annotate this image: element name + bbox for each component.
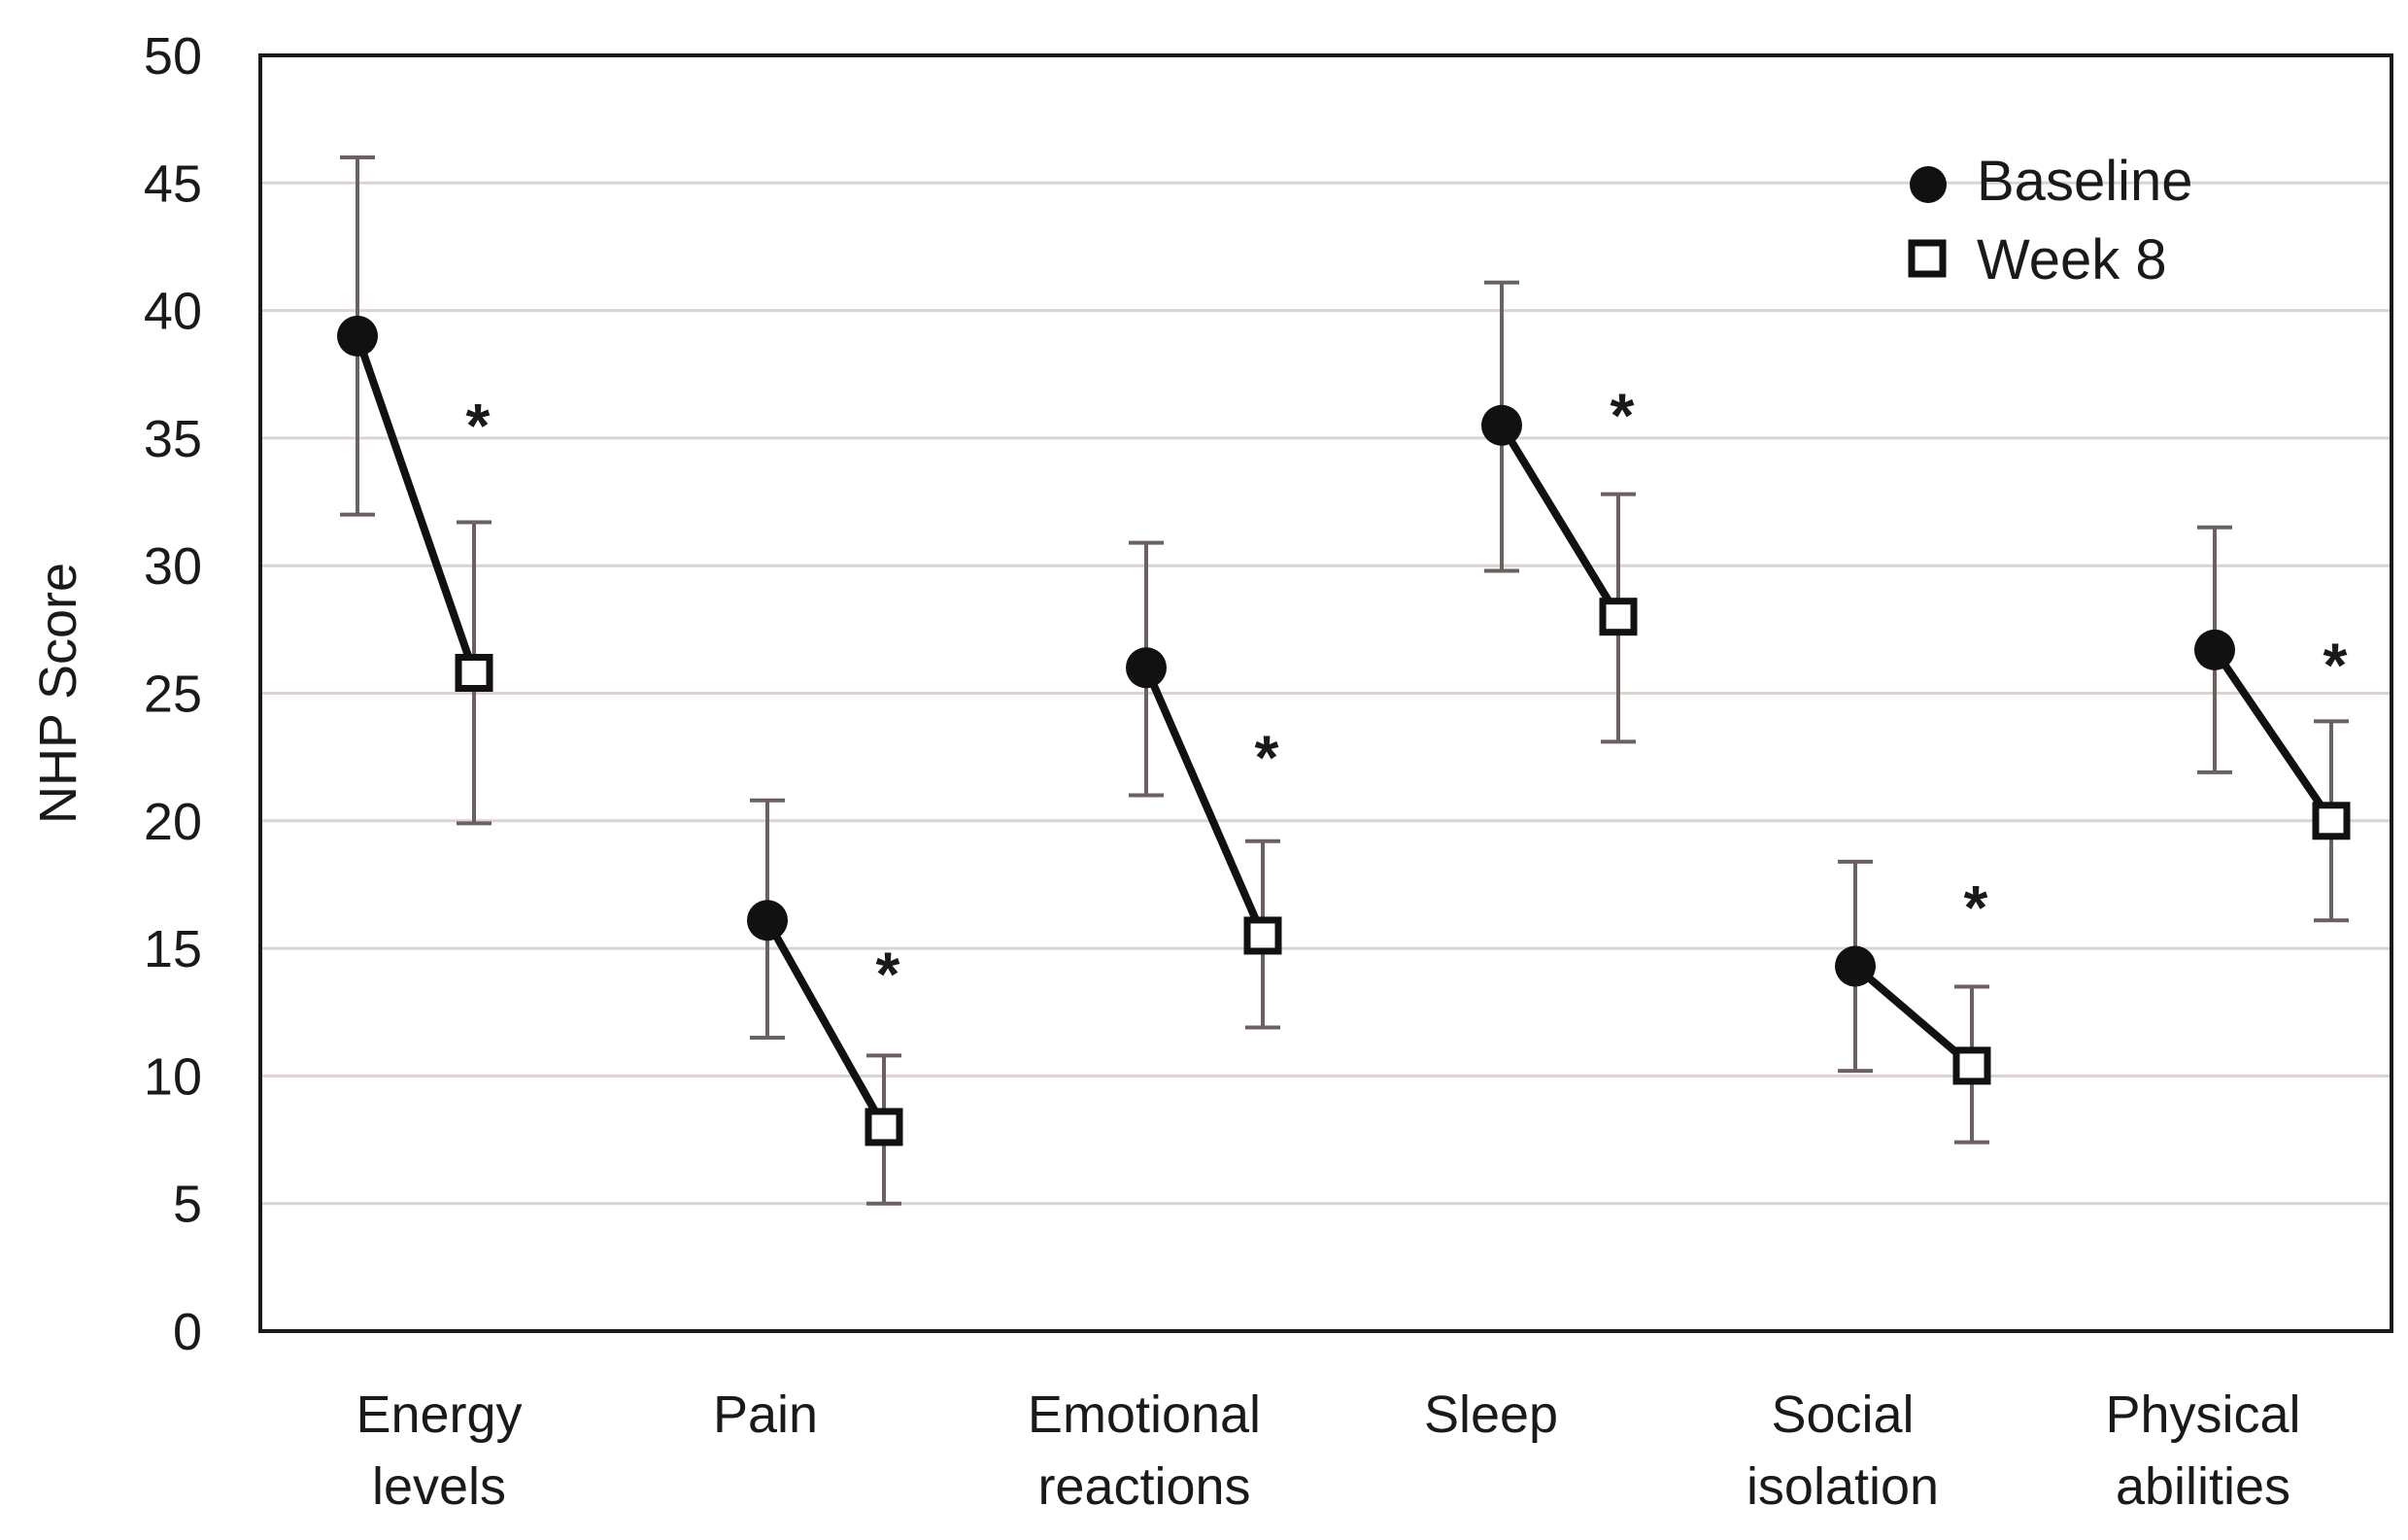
significance-asterisk: *: [1964, 873, 1988, 942]
baseline-point: [1126, 647, 1167, 689]
legend-week8-marker: [1908, 239, 1947, 278]
connector-line: [763, 918, 888, 1129]
connector-line: [1498, 423, 1622, 619]
connector-line: [1852, 963, 1975, 1069]
y-tick-label: 5: [173, 1176, 202, 1234]
baseline-point: [747, 900, 788, 941]
baseline-point: [1481, 404, 1522, 446]
week8-point: [455, 653, 493, 692]
legend-baseline-marker: [1910, 166, 1947, 203]
baseline-point: [337, 315, 378, 357]
connector-line: [2211, 647, 2335, 824]
week8-point: [1952, 1046, 1991, 1085]
category-label: isolation: [1747, 1457, 1939, 1516]
category-label: Physical: [2105, 1386, 2300, 1444]
y-tick-label: 50: [144, 27, 202, 86]
week8-point: [865, 1108, 903, 1146]
category-label: Pain: [713, 1386, 818, 1444]
week8-point: [2312, 802, 2351, 840]
week8-point: [1243, 916, 1282, 955]
connector-line: [354, 334, 478, 674]
category-label: Emotional: [1028, 1386, 1261, 1444]
legend-baseline-label: Baseline: [1977, 150, 2192, 213]
y-tick-label: 10: [144, 1047, 202, 1106]
y-tick-label: 0: [173, 1303, 202, 1361]
category-label: reactions: [1037, 1457, 1250, 1516]
category-label: Sleep: [1424, 1386, 1558, 1444]
y-tick-label: 30: [144, 537, 202, 596]
category-label: Social: [1771, 1386, 1914, 1444]
significance-asterisk: *: [466, 391, 491, 461]
y-tick-label: 45: [144, 154, 202, 213]
baseline-point: [2194, 629, 2235, 670]
y-tick-label: 20: [144, 793, 202, 851]
y-tick-label: 25: [144, 666, 202, 724]
significance-asterisk: *: [2323, 631, 2348, 701]
connector-line: [1142, 666, 1267, 938]
plot-area-border: [258, 53, 2393, 1333]
week8-point: [1599, 598, 1638, 636]
y-axis-title: NHP Score: [29, 563, 87, 824]
significance-asterisk: *: [1255, 722, 1279, 792]
y-tick-label: 35: [144, 410, 202, 468]
category-label: abilities: [2116, 1457, 2290, 1516]
significance-asterisk: *: [1611, 380, 1635, 450]
y-tick-label: 15: [144, 920, 202, 978]
legend-week8-label: Week 8: [1977, 228, 2167, 291]
category-label: levels: [372, 1457, 506, 1516]
y-tick-label: 40: [144, 283, 202, 341]
category-label: Energy: [356, 1386, 522, 1444]
significance-asterisk: *: [876, 939, 900, 1009]
baseline-point: [1835, 945, 1876, 987]
